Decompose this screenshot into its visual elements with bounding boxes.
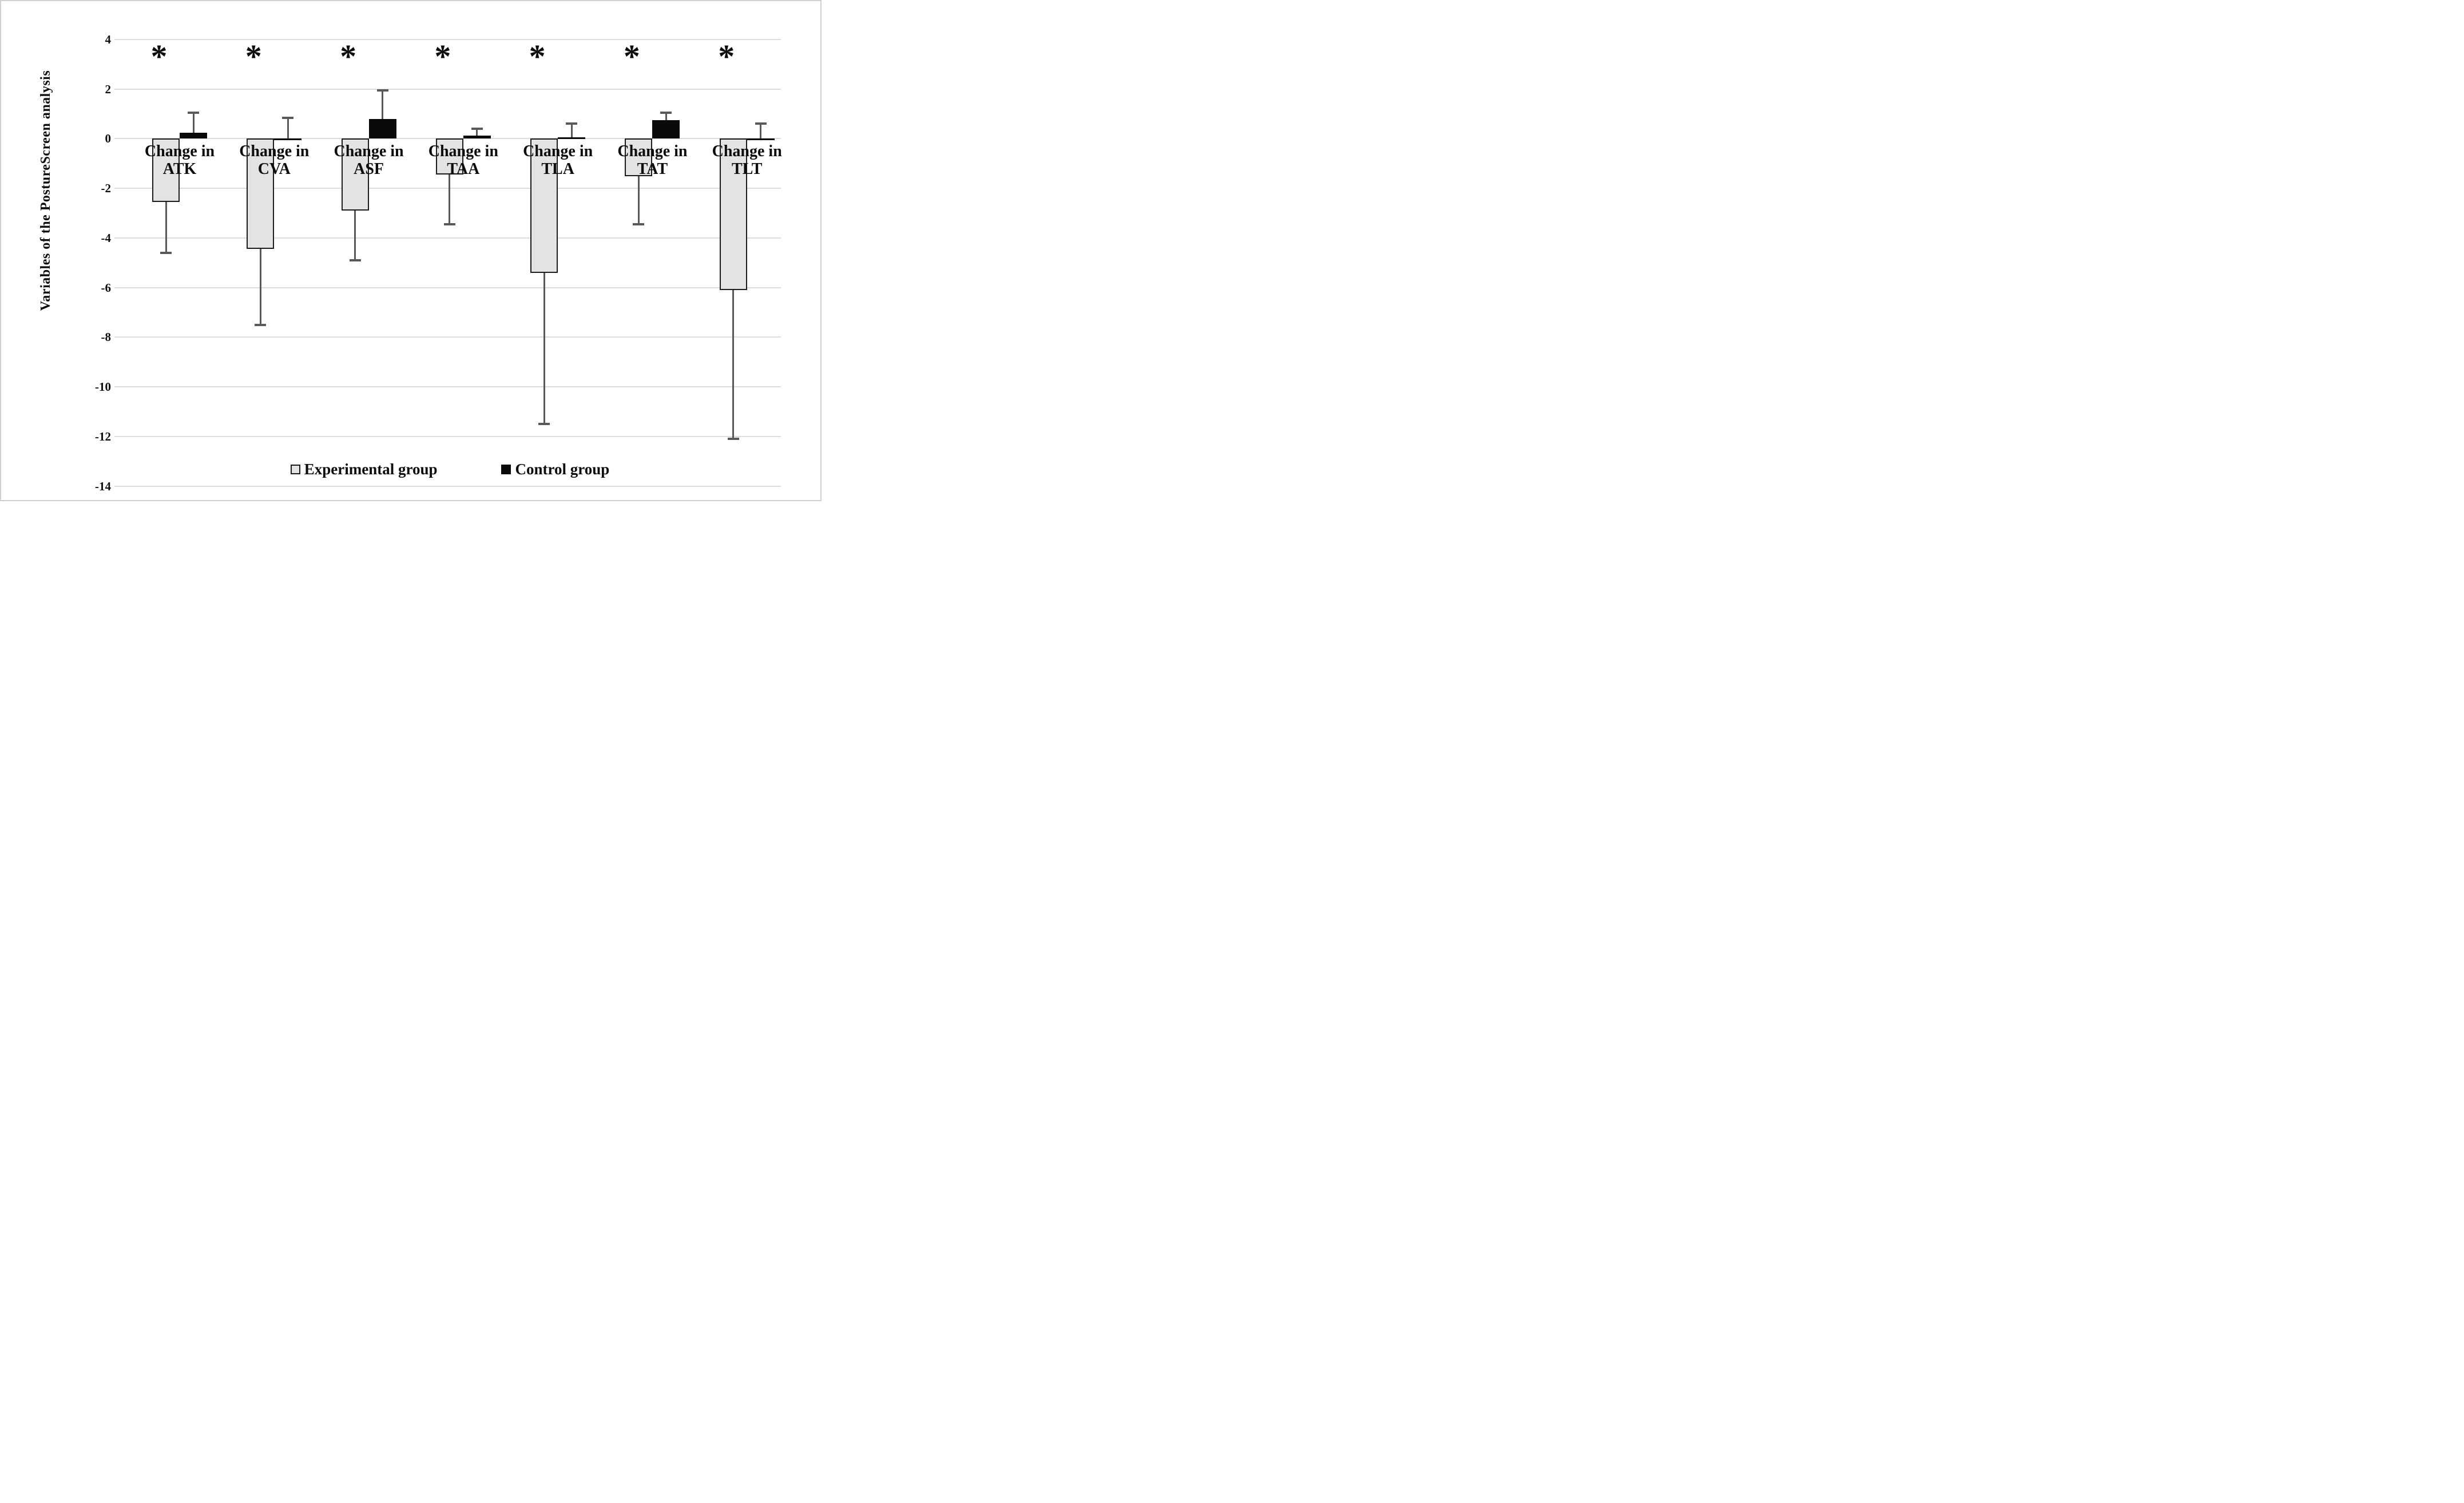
- category-label-ASF: Change in ASF: [320, 142, 418, 178]
- error-bar-experimental-CVA: [259, 249, 261, 325]
- gridline: [114, 188, 781, 189]
- bar-control-CVA: [274, 138, 302, 141]
- significance-asterisk-TAA: *: [434, 38, 451, 75]
- category-label-TLA: Change in TLA: [509, 142, 606, 178]
- y-tick-label: -8: [101, 330, 112, 344]
- category-label-line1: Change in: [428, 142, 498, 160]
- bar-experimental-TAT: [625, 138, 653, 176]
- error-bar-cap-control-ATK: [188, 111, 199, 114]
- error-bar-cap-control-TLA: [566, 122, 578, 125]
- error-bar-control-CVA: [287, 117, 289, 139]
- gridline: [114, 386, 781, 388]
- bar-control-TLA: [558, 137, 586, 140]
- error-bar-cap-control-ASF: [376, 89, 388, 92]
- error-bar-cap-experimental-CVA: [255, 323, 267, 326]
- significance-asterisk-TLA: *: [529, 38, 546, 75]
- y-axis-title: Variables of the PostureScreen analysis: [38, 70, 53, 311]
- error-bar-cap-control-TAA: [471, 128, 483, 130]
- legend-label-control: Control group: [515, 461, 610, 478]
- y-tick-label: -6: [101, 280, 112, 295]
- error-bar-cap-control-TAT: [660, 111, 672, 114]
- category-label-line2: TAA: [447, 160, 480, 178]
- error-bar-control-ASF: [382, 90, 384, 119]
- posture-screen-bar-chart: Variables of the PostureScreen analysis …: [0, 0, 822, 501]
- significance-asterisk-ATK: *: [150, 38, 168, 75]
- control-series-swatch-icon: [501, 465, 511, 474]
- error-bar-experimental-TLA: [543, 272, 545, 425]
- y-tick-label: -2: [101, 181, 112, 196]
- error-bar-cap-experimental-TLT: [727, 438, 739, 441]
- y-tick-label: 0: [105, 132, 112, 146]
- y-tick-label: -14: [95, 479, 111, 493]
- legend-label-experimental: Experimental group: [304, 461, 438, 478]
- bar-experimental-CVA: [247, 138, 275, 249]
- bar-experimental-TLT: [719, 138, 747, 291]
- error-bar-control-TLT: [760, 124, 762, 139]
- category-label-TLT: Change in TLT: [699, 142, 796, 178]
- category-label-line2: CVA: [257, 160, 291, 178]
- gridline: [114, 485, 781, 487]
- category-label-TAT: Change in TAT: [604, 142, 701, 178]
- error-bar-cap-control-CVA: [282, 116, 294, 119]
- error-bar-cap-experimental-TAA: [443, 223, 455, 226]
- error-bar-experimental-TAT: [637, 176, 640, 225]
- category-label-line2: ASF: [354, 160, 384, 178]
- category-label-line1: Change in: [617, 142, 688, 160]
- legend-item-experimental: Experimental group: [290, 461, 438, 478]
- error-bar-experimental-TAA: [449, 175, 451, 225]
- error-bar-cap-control-TLT: [755, 122, 767, 125]
- category-label-line2: TAT: [637, 160, 668, 178]
- error-bar-cap-experimental-ASF: [349, 259, 361, 261]
- category-label-line1: Change in: [712, 142, 782, 160]
- error-bar-control-ATK: [192, 112, 195, 133]
- bar-experimental-TAA: [435, 138, 463, 175]
- bar-experimental-ASF: [341, 138, 369, 211]
- error-bar-experimental-ATK: [165, 202, 167, 253]
- category-label-line1: Change in: [144, 142, 215, 160]
- category-label-line1: Change in: [523, 142, 593, 160]
- gridline: [114, 88, 781, 90]
- category-label-TAA: Change in TAA: [415, 142, 512, 178]
- category-label-line2: TLA: [541, 160, 574, 178]
- category-label-ATK: Change in ATK: [131, 142, 228, 178]
- error-bar-control-TAT: [665, 112, 667, 120]
- error-bar-control-TLA: [570, 124, 573, 138]
- significance-asterisk-TAT: *: [623, 38, 640, 75]
- bar-control-ATK: [180, 132, 207, 139]
- bar-experimental-TLA: [530, 138, 558, 273]
- category-label-line1: Change in: [334, 142, 404, 160]
- bar-control-ASF: [368, 118, 396, 139]
- gridline: [114, 287, 781, 288]
- experimental-series-swatch-icon: [290, 465, 300, 474]
- significance-asterisk-CVA: *: [245, 38, 262, 75]
- category-label-CVA: Change in CVA: [225, 142, 323, 178]
- error-bar-control-TAA: [476, 129, 478, 136]
- error-bar-experimental-ASF: [354, 211, 356, 260]
- error-bar-cap-experimental-ATK: [160, 251, 172, 254]
- category-label-line2: TLT: [731, 160, 763, 178]
- bar-control-TAA: [463, 136, 491, 139]
- significance-asterisk-ASF: *: [340, 38, 357, 75]
- error-bar-cap-experimental-TAT: [633, 223, 645, 226]
- error-bar-experimental-TLT: [732, 290, 735, 439]
- y-tick-label: -10: [95, 380, 111, 394]
- category-label-line1: Change in: [239, 142, 310, 160]
- category-label-line2: ATK: [162, 160, 197, 178]
- bar-control-TAT: [652, 120, 680, 139]
- y-tick-label: 2: [105, 82, 112, 96]
- gridline: [114, 435, 781, 437]
- legend: Experimental group Control group: [119, 461, 781, 478]
- gridline: [114, 336, 781, 338]
- bar-experimental-ATK: [152, 138, 180, 203]
- gridline: [114, 39, 781, 40]
- error-bar-cap-experimental-TLA: [538, 423, 550, 426]
- y-tick-label: -12: [95, 429, 111, 443]
- bar-control-TLT: [747, 138, 775, 141]
- significance-asterisk-TLT: *: [718, 38, 735, 75]
- y-tick-label: -4: [101, 231, 112, 245]
- legend-item-control: Control group: [501, 461, 609, 478]
- y-tick-label: 4: [105, 33, 112, 46]
- gridline: [114, 237, 781, 239]
